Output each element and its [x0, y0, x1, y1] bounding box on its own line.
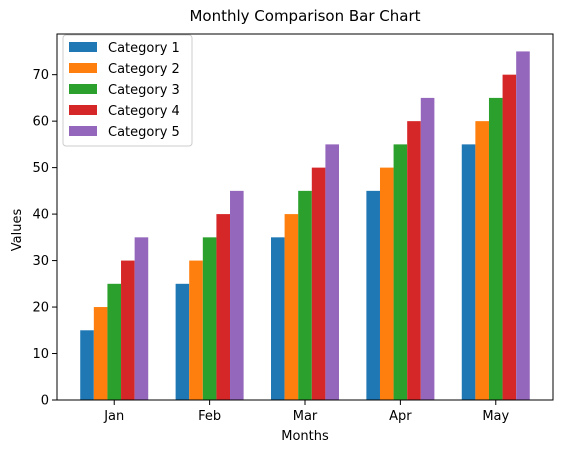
bar-category-3-apr	[394, 144, 408, 400]
legend-label: Category 3	[108, 83, 180, 98]
legend-swatch	[69, 42, 97, 52]
bar-category-4-mar	[312, 168, 326, 400]
bar-category-3-may	[489, 98, 503, 400]
x-axis-label: Months	[281, 429, 329, 444]
x-tick-label: Jan	[103, 409, 124, 424]
bar-category-1-feb	[176, 284, 190, 400]
y-axis-label: Values	[10, 209, 25, 252]
bar-category-1-may	[462, 144, 476, 400]
bar-category-4-feb	[216, 214, 230, 400]
bar-category-4-may	[503, 75, 517, 400]
bar-category-2-feb	[189, 261, 203, 400]
bar-category-5-apr	[421, 98, 435, 400]
x-tick-label: Mar	[293, 409, 318, 424]
legend-swatch	[69, 105, 97, 115]
bar-category-1-apr	[366, 191, 380, 400]
bar-category-1-mar	[271, 237, 285, 400]
chart-title: Monthly Comparison Bar Chart	[189, 7, 420, 25]
bar-category-3-mar	[298, 191, 312, 400]
bar-category-4-jan	[121, 261, 135, 400]
bar-category-2-jan	[94, 307, 108, 400]
bar-category-3-jan	[107, 284, 121, 400]
bar-category-4-apr	[407, 121, 421, 400]
bar-category-2-apr	[380, 168, 394, 400]
y-tick-label: 50	[32, 161, 49, 176]
legend-label: Category 1	[108, 41, 180, 56]
legend-label: Category 4	[108, 104, 180, 119]
bar-category-5-mar	[325, 144, 339, 400]
y-tick-label: 0	[41, 394, 49, 409]
y-tick-label: 40	[32, 208, 49, 223]
bar-category-5-may	[516, 51, 530, 400]
y-tick-label: 60	[32, 115, 49, 130]
legend-label: Category 5	[108, 125, 180, 140]
x-tick-label: May	[482, 409, 509, 424]
bar-category-2-may	[475, 121, 489, 400]
y-tick-label: 30	[32, 254, 49, 269]
x-tick-label: Apr	[389, 409, 412, 424]
y-tick-label: 70	[32, 68, 49, 83]
x-tick-label: Feb	[198, 409, 221, 424]
legend: Category 1 Category 2 Category 3 Category 4…	[63, 35, 192, 146]
bar-category-2-mar	[285, 214, 299, 400]
legend-swatch	[69, 63, 97, 73]
bar-category-5-feb	[230, 191, 244, 400]
legend-swatch	[69, 126, 97, 136]
bar-category-1-jan	[80, 330, 94, 400]
y-tick-label: 20	[32, 301, 49, 316]
legend-label: Category 2	[108, 62, 180, 77]
y-tick-label: 10	[32, 347, 49, 362]
bar-category-3-feb	[203, 237, 217, 400]
legend-swatch	[69, 84, 97, 94]
bar-category-5-jan	[135, 237, 149, 400]
